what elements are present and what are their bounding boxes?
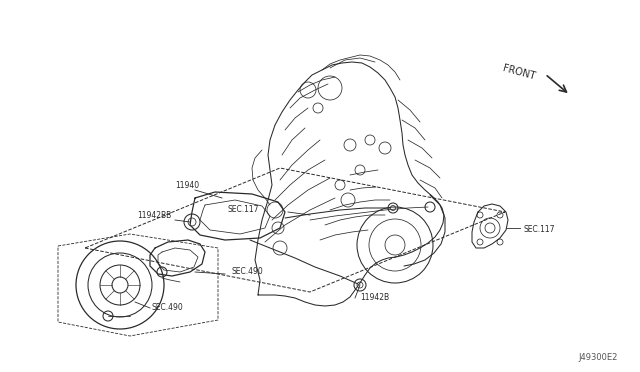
- Text: 11942B: 11942B: [360, 294, 389, 302]
- Text: J49300E2: J49300E2: [579, 353, 618, 362]
- Text: SEC.490: SEC.490: [232, 267, 264, 276]
- Text: SEC.117: SEC.117: [524, 225, 556, 234]
- Text: FRONT: FRONT: [502, 63, 536, 81]
- Text: SEC.490: SEC.490: [152, 304, 184, 312]
- Text: SEC.117: SEC.117: [228, 205, 259, 215]
- Text: 11940: 11940: [175, 182, 199, 190]
- Text: 11942BB: 11942BB: [137, 212, 172, 221]
